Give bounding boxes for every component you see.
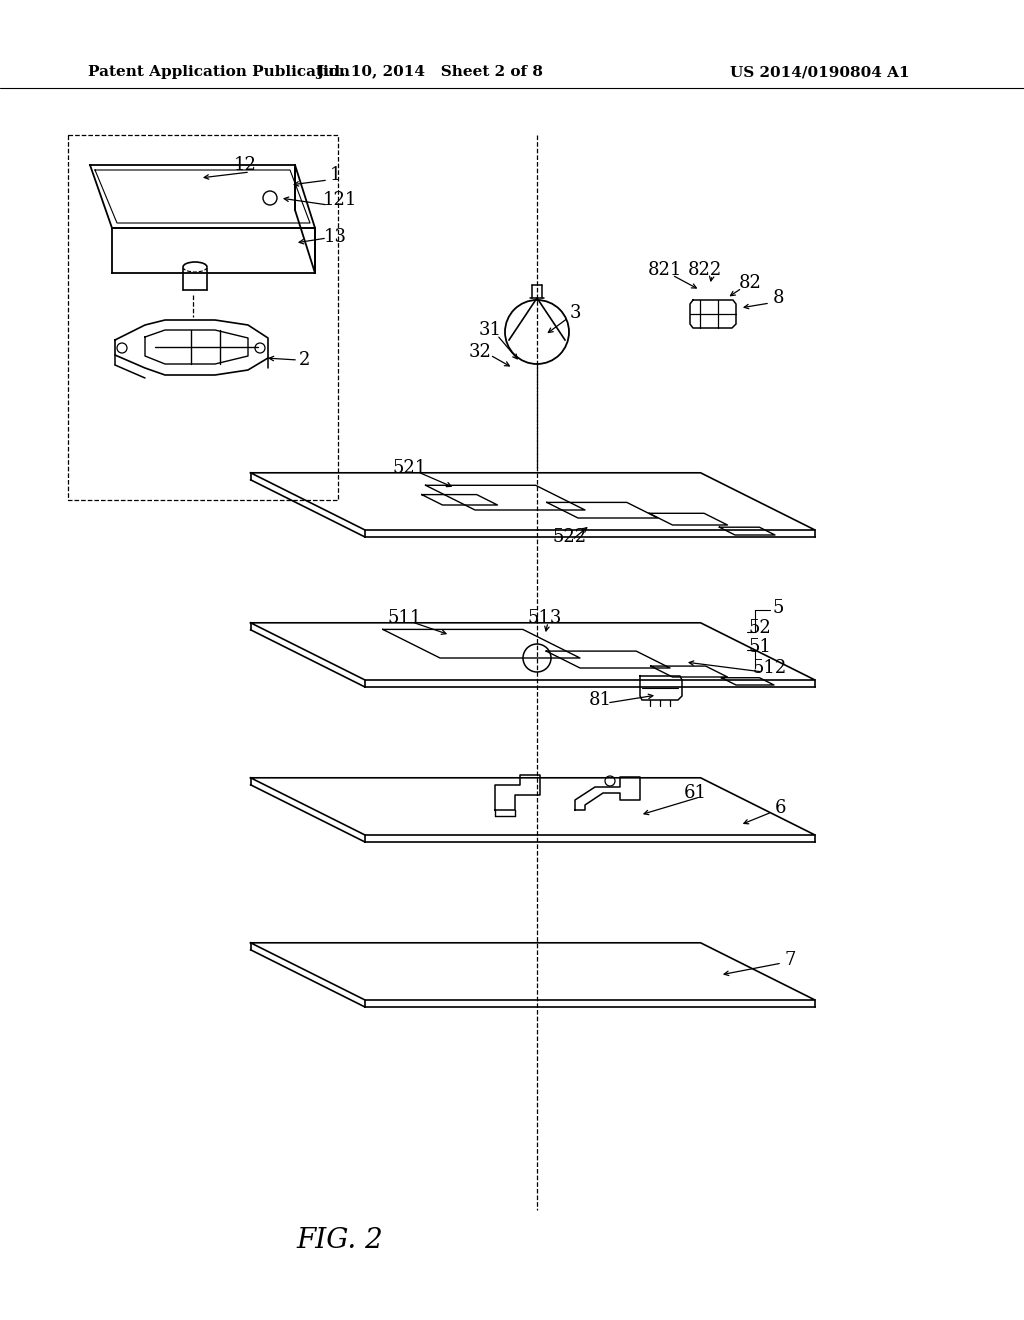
Text: 522: 522 — [553, 528, 587, 546]
Text: 822: 822 — [688, 261, 722, 279]
Text: 121: 121 — [323, 191, 357, 209]
Text: 6: 6 — [774, 799, 785, 817]
Text: 61: 61 — [683, 784, 707, 803]
Text: 3: 3 — [569, 304, 581, 322]
Text: 81: 81 — [589, 690, 611, 709]
Text: Jul. 10, 2014   Sheet 2 of 8: Jul. 10, 2014 Sheet 2 of 8 — [316, 65, 544, 79]
Text: 52: 52 — [749, 619, 771, 638]
Text: 31: 31 — [478, 321, 502, 339]
Text: 51: 51 — [749, 638, 771, 656]
Text: 13: 13 — [324, 228, 346, 246]
Text: US 2014/0190804 A1: US 2014/0190804 A1 — [730, 65, 909, 79]
Text: 511: 511 — [388, 609, 422, 627]
Text: 513: 513 — [527, 609, 562, 627]
Text: 8: 8 — [772, 289, 783, 308]
Text: 32: 32 — [469, 343, 492, 360]
Text: 5: 5 — [772, 599, 783, 616]
Text: 512: 512 — [753, 659, 787, 677]
Text: Patent Application Publication: Patent Application Publication — [88, 65, 350, 79]
Text: 521: 521 — [393, 459, 427, 477]
Text: 821: 821 — [648, 261, 682, 279]
Text: 12: 12 — [233, 156, 256, 174]
Text: FIG. 2: FIG. 2 — [297, 1226, 383, 1254]
Text: 2: 2 — [299, 351, 310, 370]
Text: 82: 82 — [738, 275, 762, 292]
Text: 1: 1 — [330, 166, 341, 183]
Text: 7: 7 — [784, 950, 796, 969]
